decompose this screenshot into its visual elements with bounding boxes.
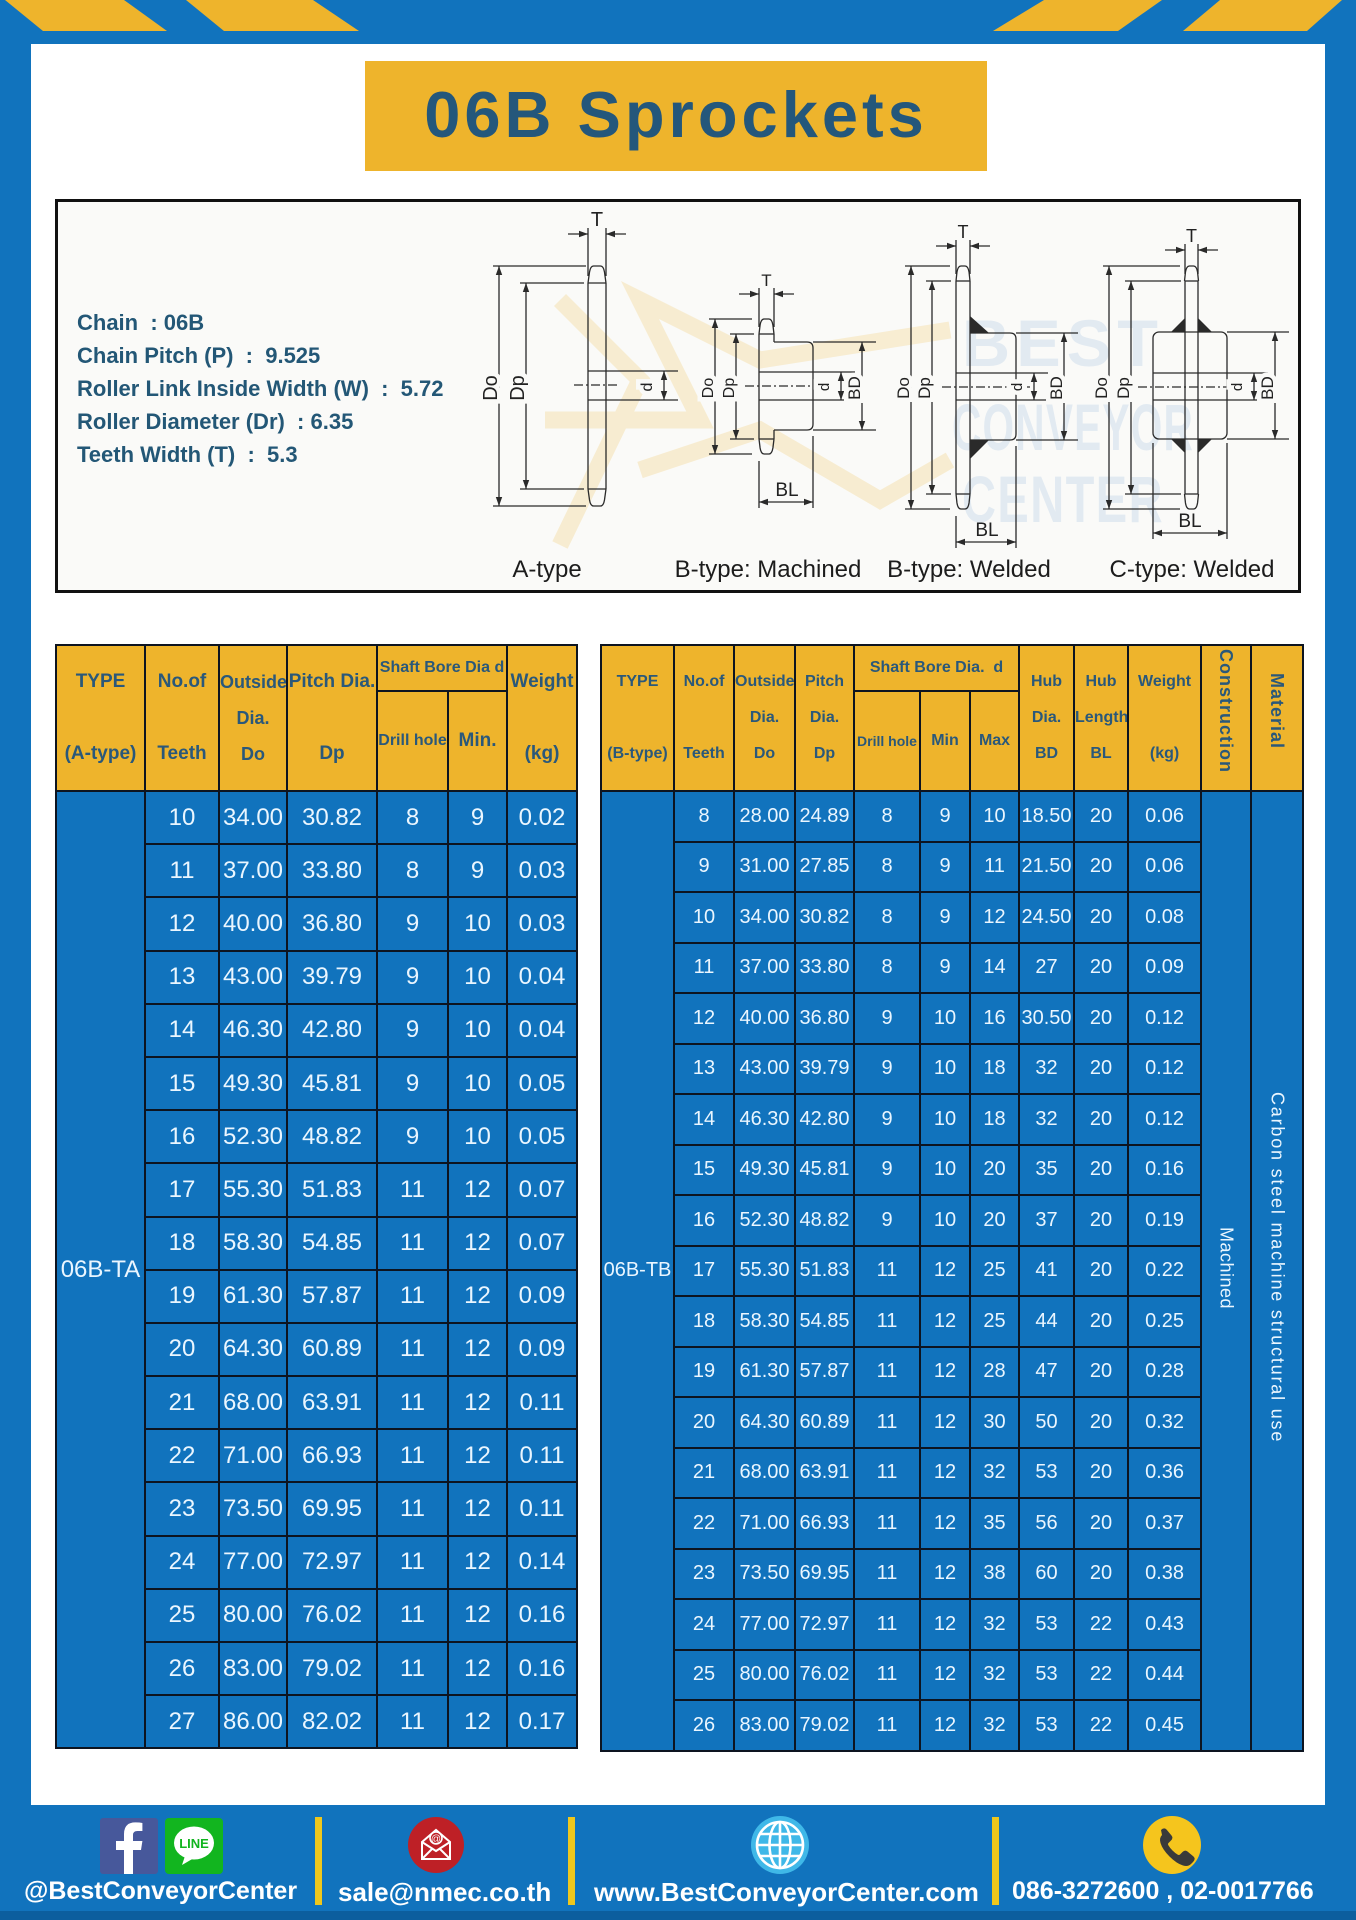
svg-text:BL: BL: [775, 480, 798, 501]
svg-text:Do: Do: [700, 378, 717, 399]
svg-text:A-type: A-type: [512, 556, 581, 583]
svg-text:C-type: Welded: C-type: Welded: [1110, 556, 1275, 583]
svg-text:BD: BD: [1047, 376, 1066, 400]
svg-text:Do: Do: [480, 375, 502, 401]
svg-text:@: @: [431, 1834, 441, 1845]
svg-text:T: T: [761, 271, 771, 290]
svg-text:BD: BD: [1258, 376, 1277, 400]
svg-text:B-type: Welded: B-type: Welded: [887, 556, 1051, 583]
svg-text:T: T: [591, 209, 603, 231]
svg-text:T: T: [958, 222, 969, 242]
svg-text:Do: Do: [1092, 377, 1111, 399]
svg-text:Dp: Dp: [1114, 377, 1133, 399]
svg-text:T: T: [1186, 226, 1197, 246]
svg-text:Dp: Dp: [507, 375, 529, 401]
svg-text:BL: BL: [1178, 511, 1201, 532]
svg-text:d: d: [816, 383, 833, 391]
svg-text:d: d: [1009, 383, 1026, 391]
svg-text:Do: Do: [894, 377, 913, 399]
svg-text:Do: Do: [1092, 377, 1111, 399]
svg-text:Dp: Dp: [915, 377, 934, 399]
svg-text:Dp: Dp: [721, 378, 738, 399]
svg-text:CENTER: CENTER: [962, 462, 1164, 536]
svg-text:CONVEYOR: CONVEYOR: [952, 390, 1194, 464]
svg-text:BD: BD: [845, 376, 864, 400]
svg-text:Dp: Dp: [507, 375, 529, 401]
svg-text:Do: Do: [480, 375, 502, 401]
svg-text:LINE: LINE: [179, 1836, 209, 1851]
svg-text:BD: BD: [1047, 376, 1066, 400]
svg-text:Do: Do: [894, 377, 913, 399]
svg-text:B-type: Machined: B-type: Machined: [675, 556, 862, 583]
svg-text:BD: BD: [1258, 376, 1277, 400]
svg-text:BL: BL: [975, 520, 998, 541]
svg-text:Dp: Dp: [1114, 377, 1133, 399]
svg-text:BEST: BEST: [962, 306, 1164, 380]
svg-text:Dp: Dp: [915, 377, 934, 399]
svg-text:BD: BD: [845, 376, 864, 400]
svg-text:d: d: [1229, 383, 1246, 391]
svg-text:d: d: [639, 383, 656, 392]
